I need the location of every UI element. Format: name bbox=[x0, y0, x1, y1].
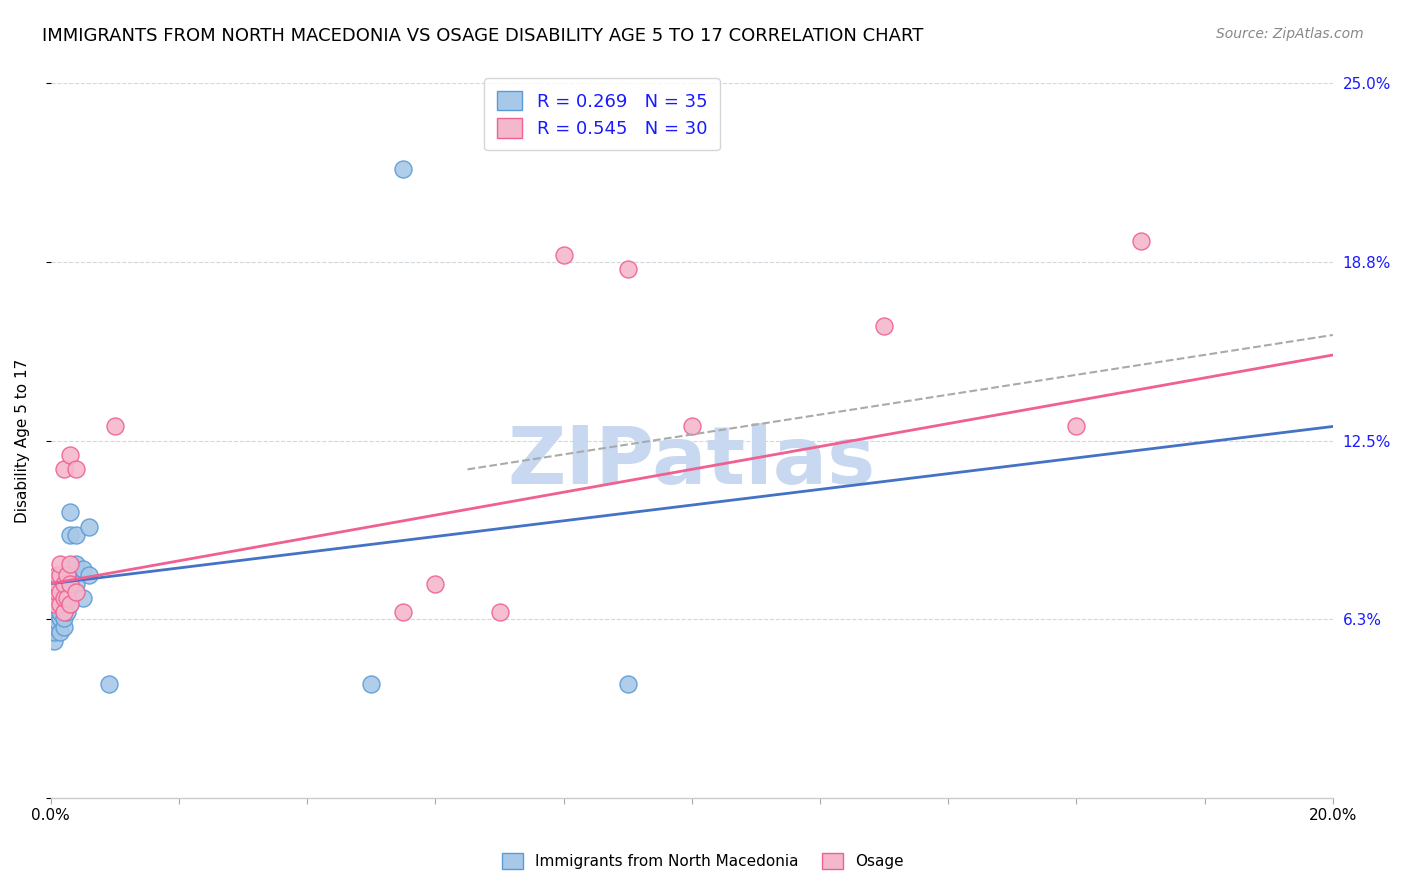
Point bbox=[52, 576, 75, 591]
Point bbox=[79, 519, 101, 533]
Point bbox=[616, 262, 638, 277]
Point bbox=[97, 677, 120, 691]
Point bbox=[46, 568, 69, 582]
Point bbox=[59, 562, 82, 576]
Legend: Immigrants from North Macedonia, Osage: Immigrants from North Macedonia, Osage bbox=[496, 847, 910, 875]
Point bbox=[392, 162, 415, 177]
Point bbox=[360, 677, 382, 691]
Point bbox=[56, 568, 79, 582]
Point bbox=[1129, 234, 1152, 248]
Point bbox=[49, 568, 72, 582]
Legend: R = 0.269   N = 35, R = 0.545   N = 30: R = 0.269 N = 35, R = 0.545 N = 30 bbox=[484, 78, 720, 151]
Text: ZIPatlas: ZIPatlas bbox=[508, 423, 876, 501]
Point bbox=[42, 625, 65, 640]
Point bbox=[72, 562, 94, 576]
Point bbox=[52, 585, 75, 599]
Point bbox=[65, 576, 87, 591]
Point bbox=[46, 605, 69, 619]
Point bbox=[52, 597, 75, 611]
Point bbox=[49, 597, 72, 611]
Point bbox=[65, 462, 87, 476]
Point bbox=[59, 505, 82, 519]
Point bbox=[42, 633, 65, 648]
Point bbox=[488, 605, 510, 619]
Point bbox=[46, 585, 69, 599]
Point bbox=[59, 448, 82, 462]
Point bbox=[49, 605, 72, 619]
Point bbox=[425, 576, 447, 591]
Point bbox=[52, 591, 75, 605]
Point bbox=[56, 591, 79, 605]
Point bbox=[65, 585, 87, 599]
Y-axis label: Disability Age 5 to 17: Disability Age 5 to 17 bbox=[15, 359, 30, 523]
Point bbox=[1066, 419, 1088, 434]
Point bbox=[72, 591, 94, 605]
Point bbox=[49, 625, 72, 640]
Point bbox=[392, 605, 415, 619]
Point bbox=[52, 605, 75, 619]
Point bbox=[46, 591, 69, 605]
Point bbox=[59, 528, 82, 542]
Point bbox=[42, 597, 65, 611]
Point bbox=[616, 677, 638, 691]
Point bbox=[104, 419, 127, 434]
Point bbox=[49, 557, 72, 571]
Text: IMMIGRANTS FROM NORTH MACEDONIA VS OSAGE DISABILITY AGE 5 TO 17 CORRELATION CHAR: IMMIGRANTS FROM NORTH MACEDONIA VS OSAGE… bbox=[42, 27, 924, 45]
Point bbox=[59, 597, 82, 611]
Point bbox=[59, 576, 82, 591]
Point bbox=[873, 319, 896, 334]
Point bbox=[681, 419, 703, 434]
Point bbox=[46, 576, 69, 591]
Point bbox=[52, 611, 75, 625]
Point bbox=[56, 605, 79, 619]
Point bbox=[46, 614, 69, 628]
Point bbox=[46, 585, 69, 599]
Point bbox=[65, 557, 87, 571]
Point bbox=[49, 585, 72, 599]
Point bbox=[52, 619, 75, 633]
Text: Source: ZipAtlas.com: Source: ZipAtlas.com bbox=[1216, 27, 1364, 41]
Point bbox=[56, 591, 79, 605]
Point bbox=[52, 462, 75, 476]
Point bbox=[46, 597, 69, 611]
Point bbox=[59, 597, 82, 611]
Point bbox=[79, 568, 101, 582]
Point bbox=[59, 557, 82, 571]
Point bbox=[49, 611, 72, 625]
Point bbox=[553, 248, 575, 262]
Point bbox=[65, 528, 87, 542]
Point bbox=[45, 619, 67, 633]
Point bbox=[49, 597, 72, 611]
Point bbox=[52, 576, 75, 591]
Point bbox=[59, 585, 82, 599]
